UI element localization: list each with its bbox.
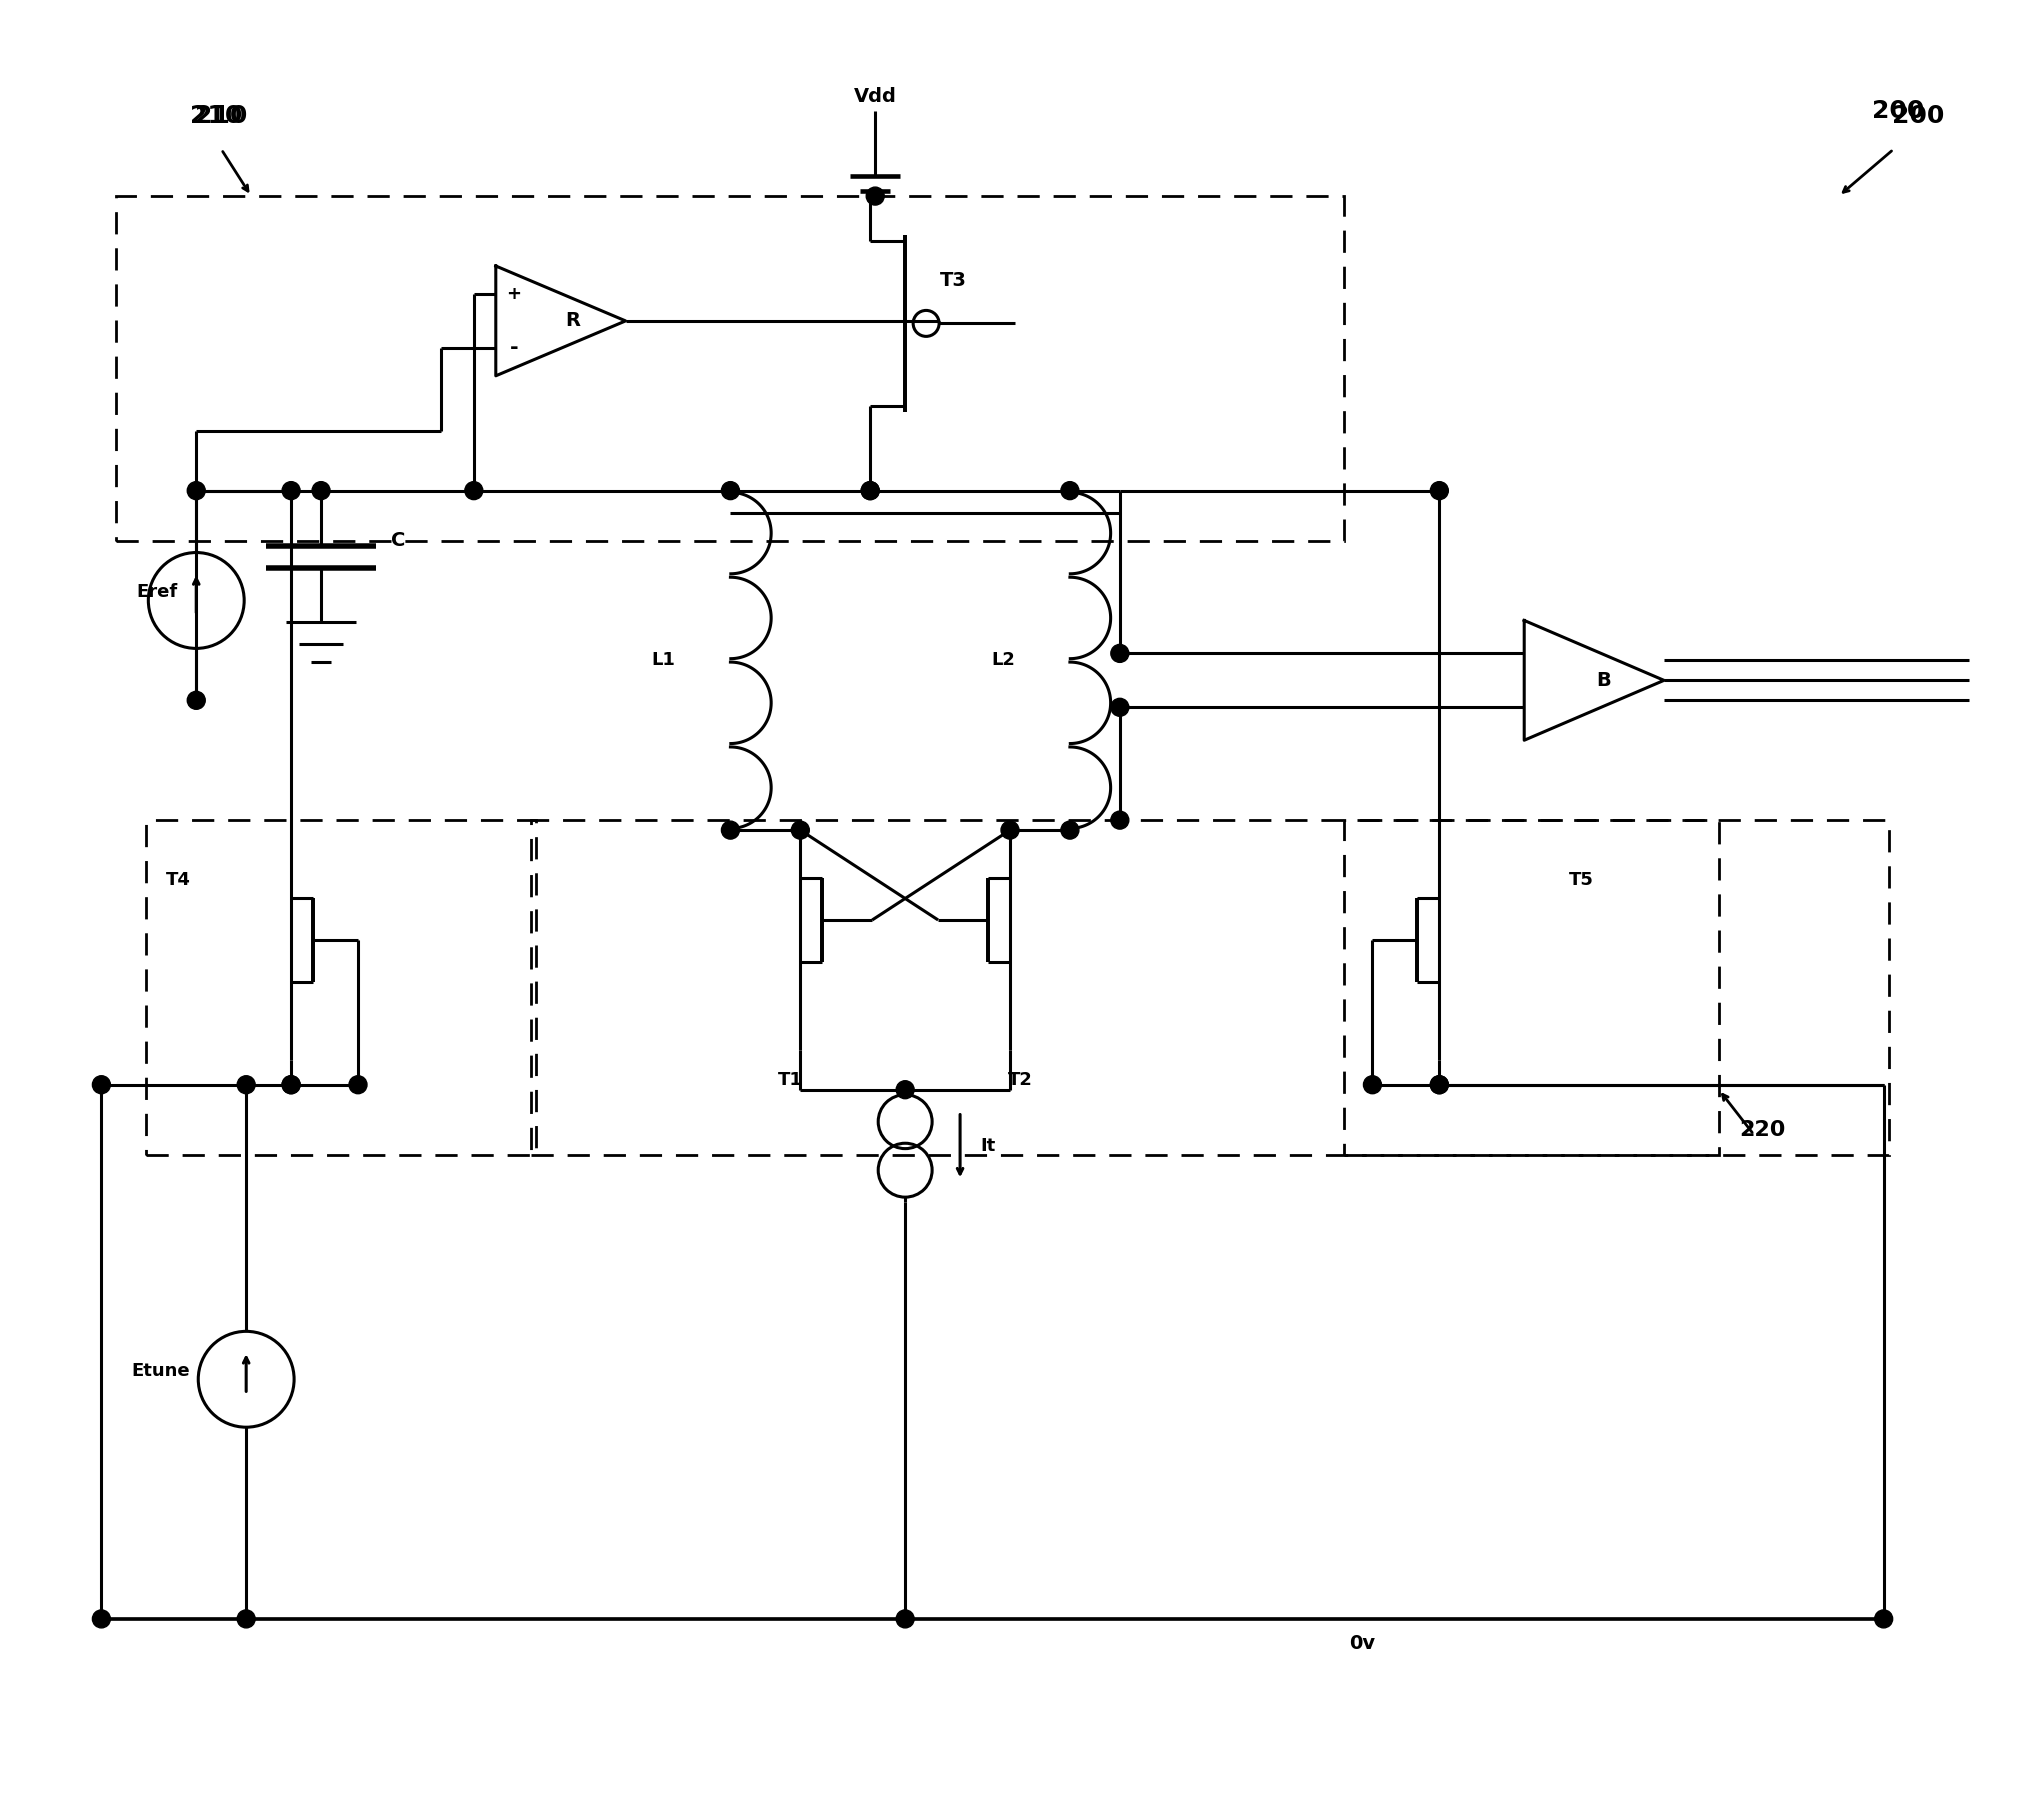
Text: L2: L2: [991, 652, 1015, 670]
Circle shape: [792, 822, 808, 840]
Circle shape: [186, 481, 205, 500]
Text: It: It: [981, 1137, 995, 1155]
Text: 210: 210: [194, 105, 247, 129]
Circle shape: [282, 1075, 300, 1093]
Text: T2: T2: [1007, 1072, 1033, 1090]
Text: C: C: [391, 530, 405, 550]
Circle shape: [721, 822, 739, 840]
Circle shape: [282, 481, 300, 500]
Circle shape: [1062, 481, 1080, 500]
Text: -: -: [509, 338, 519, 358]
Text: Eref: Eref: [136, 583, 178, 601]
Bar: [115, 195, 1345, 541]
Bar: [1345, 820, 1718, 1155]
Circle shape: [1110, 644, 1128, 662]
Circle shape: [1874, 1609, 1892, 1627]
Text: T4: T4: [166, 871, 190, 889]
Text: L1: L1: [652, 652, 675, 670]
Circle shape: [93, 1609, 109, 1627]
Text: Vdd: Vdd: [853, 87, 898, 105]
Circle shape: [1363, 1075, 1382, 1093]
Text: 200: 200: [1872, 100, 1925, 123]
Text: B: B: [1596, 672, 1611, 690]
Circle shape: [282, 1075, 300, 1093]
Circle shape: [895, 1081, 914, 1099]
Circle shape: [186, 691, 205, 710]
Bar: [531, 820, 1888, 1155]
Circle shape: [861, 481, 879, 500]
Text: 0v: 0v: [1349, 1634, 1376, 1653]
Circle shape: [464, 481, 482, 500]
Text: Etune: Etune: [132, 1363, 190, 1381]
Circle shape: [93, 1075, 109, 1093]
Circle shape: [721, 481, 739, 500]
Circle shape: [1110, 699, 1128, 717]
Circle shape: [237, 1075, 255, 1093]
Bar: [146, 820, 535, 1155]
Text: R: R: [565, 311, 579, 331]
Text: T3: T3: [940, 272, 966, 290]
Circle shape: [348, 1075, 367, 1093]
Text: 220: 220: [1738, 1120, 1785, 1140]
Circle shape: [895, 1609, 914, 1627]
Text: 210: 210: [190, 105, 243, 129]
Circle shape: [1430, 1075, 1449, 1093]
Circle shape: [861, 481, 879, 500]
Circle shape: [312, 481, 330, 500]
Text: T1: T1: [778, 1072, 802, 1090]
Circle shape: [1062, 822, 1080, 840]
Text: +: +: [506, 284, 521, 302]
Circle shape: [237, 1609, 255, 1627]
Text: T5: T5: [1570, 871, 1594, 889]
Text: 200: 200: [1892, 105, 1945, 129]
Circle shape: [1430, 481, 1449, 500]
Circle shape: [1430, 1075, 1449, 1093]
Circle shape: [1110, 811, 1128, 829]
Circle shape: [1001, 822, 1019, 840]
Circle shape: [867, 186, 883, 205]
